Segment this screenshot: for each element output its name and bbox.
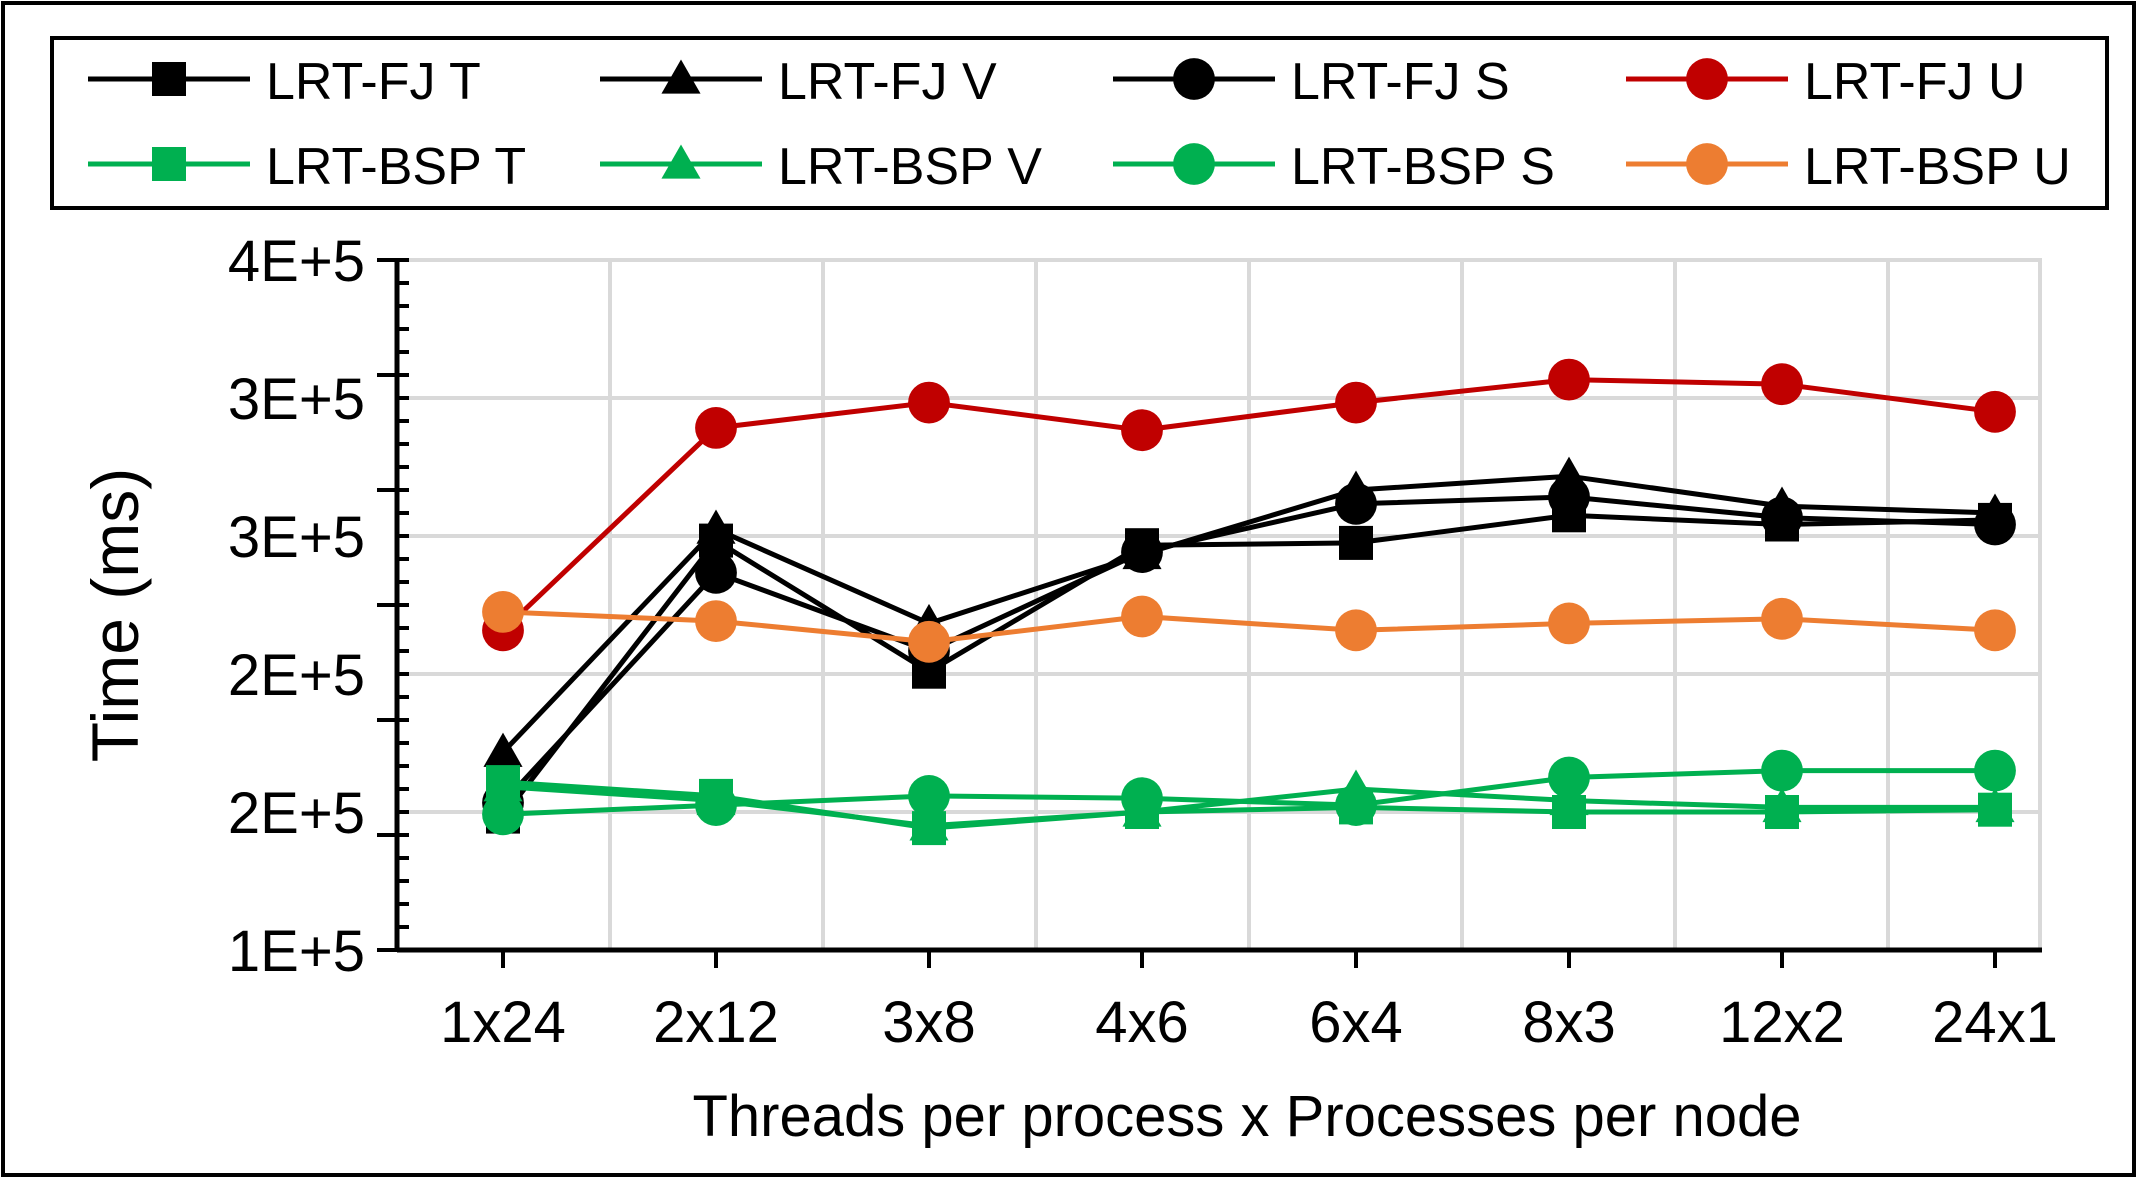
legend-item: LRT-BSP V xyxy=(600,138,1042,196)
series-line xyxy=(502,768,1995,817)
x-tick-label: 2x12 xyxy=(653,990,779,1055)
y-tick-label: 2E+5 xyxy=(228,643,365,708)
marker-circle xyxy=(1121,531,1163,573)
legend-label: LRT-BSP V xyxy=(778,138,1042,196)
marker-circle xyxy=(1974,609,2016,652)
legend-item: LRT-FJ S xyxy=(1113,53,1510,111)
x-tick-label: 4x6 xyxy=(1095,990,1189,1055)
legend-label: LRT-FJ S xyxy=(1291,53,1510,111)
marker-circle xyxy=(1335,482,1377,525)
marker-triangle xyxy=(661,144,701,179)
axes xyxy=(377,258,2042,968)
marker-circle xyxy=(1121,595,1163,638)
x-tick-label: 3x8 xyxy=(882,990,976,1055)
series-line xyxy=(502,609,1996,645)
y-tick-label: 3E+5 xyxy=(228,367,365,432)
marker-triangle xyxy=(483,732,523,767)
legend-item: LRT-BSP S xyxy=(1113,138,1555,196)
legend-item: LRT-BSP U xyxy=(1626,138,2071,196)
legend-item: LRT-FJ T xyxy=(88,53,481,111)
marker-triangle xyxy=(1975,787,2015,823)
y-tick-label: 1E+5 xyxy=(228,919,365,984)
y-tick-label: 2E+5 xyxy=(228,781,365,846)
marker-circle xyxy=(1335,381,1377,424)
marker-circle xyxy=(1974,390,2016,433)
y-tick-label: 3E+5 xyxy=(228,505,365,570)
legend-label: LRT-BSP T xyxy=(266,138,526,196)
marker-circle xyxy=(908,381,950,424)
x-tick-label: 24x1 xyxy=(1932,990,2058,1055)
marker-circle xyxy=(1173,143,1215,185)
marker-circle xyxy=(1335,609,1377,652)
marker-circle xyxy=(1761,363,1803,406)
legend-box xyxy=(50,36,2109,210)
marker-triangle xyxy=(909,806,949,841)
x-tick-label: 1x24 xyxy=(440,990,566,1055)
marker-circle xyxy=(1974,503,2016,546)
marker-circle xyxy=(1686,143,1728,185)
x-tick-labels: 1x24 2x12 3x8 4x6 6x4 8x3 12x2 24x1 xyxy=(440,990,2058,1055)
marker-circle xyxy=(482,793,524,836)
marker-circle xyxy=(1548,756,1590,799)
marker-circle xyxy=(1974,749,2016,792)
marker-square xyxy=(1339,525,1373,560)
marker-triangle xyxy=(483,767,523,802)
marker-circle xyxy=(1548,358,1590,401)
marker-circle xyxy=(695,784,737,826)
y-tick-label: 4E+5 xyxy=(228,229,365,294)
marker-triangle xyxy=(661,59,701,94)
marker-circle xyxy=(1548,476,1590,518)
marker-circle xyxy=(1761,496,1803,539)
legend: LRT-FJ T LRT-FJ V LRT-FJ S LRT-FJ U LRT-BSP … xyxy=(88,53,2071,196)
marker-triangle xyxy=(696,509,736,544)
x-tick-label: 6x4 xyxy=(1309,990,1403,1055)
marker-circle xyxy=(1173,58,1215,100)
marker-circle xyxy=(1121,409,1163,452)
marker-square xyxy=(152,62,186,96)
series-line xyxy=(501,377,1996,633)
x-axis-label: Threads per process x Processes per node xyxy=(693,1084,1802,1149)
legend-label: LRT-BSP U xyxy=(1804,138,2071,196)
marker-circle xyxy=(1761,597,1803,640)
x-tick-label: 12x2 xyxy=(1719,990,1845,1055)
series-lrt-bsp-u xyxy=(482,591,2016,663)
series-line xyxy=(501,494,1996,805)
marker-circle xyxy=(695,600,737,642)
marker-triangle xyxy=(1762,787,1802,823)
y-axis-label: Time (ms) xyxy=(78,468,152,763)
legend-item: LRT-BSP T xyxy=(88,138,526,196)
marker-circle xyxy=(1686,58,1728,100)
series-lrt-bsp-s xyxy=(482,749,2016,836)
marker-circle xyxy=(695,551,737,594)
marker-circle xyxy=(482,591,524,633)
legend-label: LRT-FJ V xyxy=(778,53,997,111)
marker-circle xyxy=(1335,784,1377,826)
marker-circle xyxy=(695,407,737,449)
marker-circle xyxy=(1548,602,1590,645)
marker-circle xyxy=(1761,749,1803,792)
y-tick-labels: 1E+5 2E+5 2E+5 3E+5 3E+5 4E+5 xyxy=(228,229,365,984)
legend-label: LRT-FJ T xyxy=(266,53,481,111)
marker-circle xyxy=(908,620,950,663)
series-group xyxy=(482,358,2016,846)
legend-label: LRT-FJ U xyxy=(1804,53,2026,111)
x-tick-label: 8x3 xyxy=(1522,990,1616,1055)
series-line xyxy=(501,473,1996,754)
marker-circle xyxy=(1121,777,1163,820)
series-line xyxy=(501,512,1996,819)
legend-item: LRT-FJ V xyxy=(600,53,997,111)
series-lrt-fj-u xyxy=(482,358,2016,652)
legend-item: LRT-FJ U xyxy=(1626,53,2026,111)
legend-label: LRT-BSP S xyxy=(1291,138,1555,196)
marker-square xyxy=(152,147,186,181)
marker-circle xyxy=(908,775,950,817)
